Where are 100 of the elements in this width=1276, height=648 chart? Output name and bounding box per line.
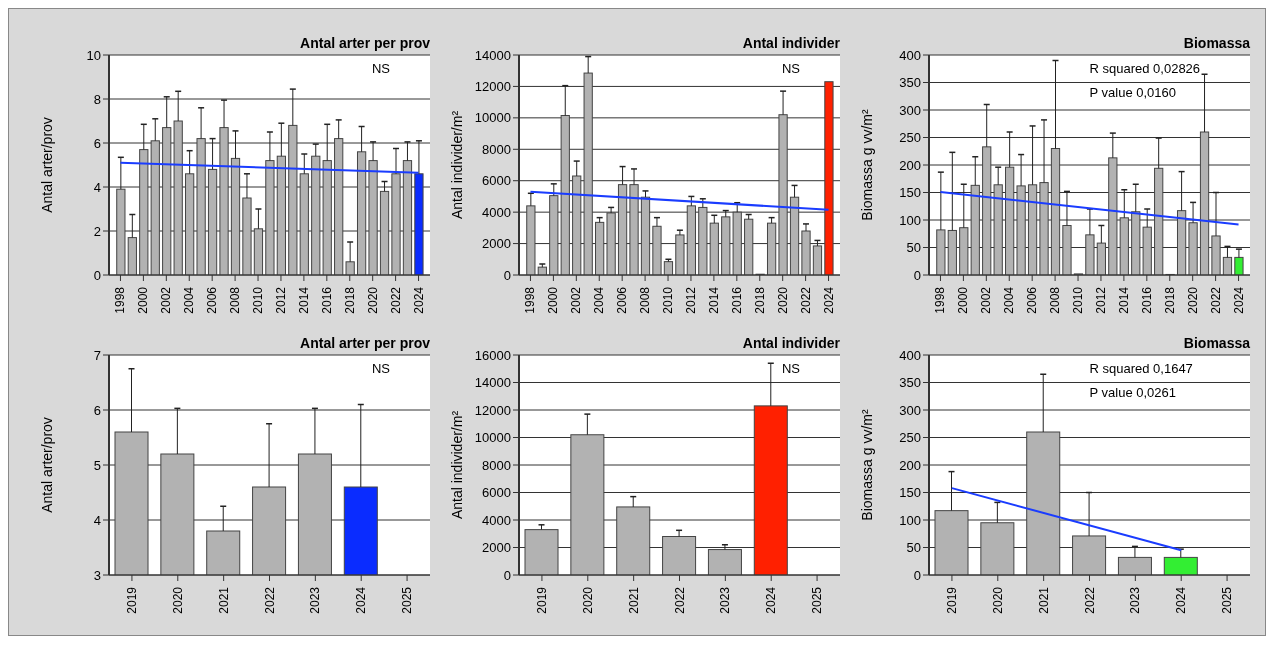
y-tick-label: 350 bbox=[899, 75, 921, 91]
y-tick-label: 100 bbox=[899, 212, 921, 228]
x-tick-label: 1998 bbox=[523, 286, 538, 314]
y-tick-label: 400 bbox=[899, 47, 921, 63]
x-tick-label: 2019 bbox=[534, 586, 549, 614]
x-tick-label: 2016 bbox=[1139, 286, 1154, 314]
y-tick-label: 0 bbox=[503, 267, 511, 283]
chart-title: Antal arter per prov bbox=[300, 335, 430, 351]
y-tick-label: 8 bbox=[93, 91, 101, 107]
x-tick-label: 2018 bbox=[1162, 286, 1177, 314]
x-tick-label: 2012 bbox=[273, 286, 288, 314]
x-tick-label: 2016 bbox=[729, 286, 744, 314]
x-tick-label: 2021 bbox=[216, 586, 231, 614]
chart-title: Antal individer bbox=[742, 35, 840, 51]
y-tick-label: 250 bbox=[899, 430, 921, 446]
x-tick-label: 2020 bbox=[365, 286, 380, 314]
y-tick-label: 4 bbox=[93, 179, 101, 195]
chart-title: Biomassa bbox=[1183, 335, 1250, 351]
x-tick-label: 2006 bbox=[205, 286, 220, 314]
x-tick-label: 2022 bbox=[1208, 286, 1223, 314]
y-tick-label: 0 bbox=[503, 567, 511, 583]
y-tick-label: 0 bbox=[913, 267, 921, 283]
x-tick-label: 2010 bbox=[251, 286, 266, 314]
x-tick-label: 2024 bbox=[354, 586, 369, 614]
x-tick-label: 2022 bbox=[798, 286, 813, 314]
x-tick-label: 2000 bbox=[136, 286, 151, 314]
y-axis-title: Antal individer/m² bbox=[448, 110, 465, 220]
y-tick-label: 12000 bbox=[474, 402, 511, 418]
x-tick-label: 2008 bbox=[1048, 286, 1063, 314]
y-tick-label: 200 bbox=[899, 157, 921, 173]
x-tick-label: 2010 bbox=[661, 286, 676, 314]
annotation: NS bbox=[781, 361, 800, 376]
x-tick-label: 2004 bbox=[182, 286, 197, 314]
x-tick-label: 2020 bbox=[990, 586, 1005, 614]
y-tick-label: 150 bbox=[899, 485, 921, 501]
x-tick-label: 1998 bbox=[933, 286, 948, 314]
x-tick-label: 2025 bbox=[1220, 586, 1235, 614]
x-tick-label: 2008 bbox=[228, 286, 243, 314]
x-tick-label: 2000 bbox=[546, 286, 561, 314]
chart-title: Antal arter per prov bbox=[300, 35, 430, 51]
x-tick-label: 2021 bbox=[1036, 586, 1051, 614]
x-tick-label: 2008 bbox=[638, 286, 653, 314]
x-tick-label: 2020 bbox=[1185, 286, 1200, 314]
x-tick-label: 2019 bbox=[944, 586, 959, 614]
x-tick-label: 2006 bbox=[1025, 286, 1040, 314]
y-tick-label: 10000 bbox=[474, 430, 511, 446]
x-tick-label: 2024 bbox=[411, 286, 426, 314]
y-tick-label: 150 bbox=[899, 185, 921, 201]
y-axis-title: Antal arter/prov bbox=[38, 417, 55, 513]
x-tick-label: 2020 bbox=[580, 586, 595, 614]
x-tick-label: 2023 bbox=[308, 586, 323, 614]
x-tick-label: 2023 bbox=[718, 586, 733, 614]
y-tick-label: 10 bbox=[86, 47, 101, 63]
x-tick-label: 2004 bbox=[592, 286, 607, 314]
annotation: NS bbox=[371, 361, 390, 376]
x-tick-label: 1998 bbox=[113, 286, 128, 314]
y-tick-label: 200 bbox=[899, 457, 921, 473]
annotation: NS bbox=[371, 61, 390, 76]
x-tick-label: 2019 bbox=[124, 586, 139, 614]
y-tick-label: 2000 bbox=[482, 540, 511, 556]
y-tick-label: 4000 bbox=[482, 512, 511, 528]
x-tick-label: 2025 bbox=[810, 586, 825, 614]
x-tick-label: 2025 bbox=[400, 586, 415, 614]
y-tick-label: 4000 bbox=[482, 204, 511, 220]
y-tick-label: 16000 bbox=[474, 347, 511, 363]
y-axis-title: Antal arter/prov bbox=[38, 117, 55, 213]
y-tick-label: 12000 bbox=[474, 79, 511, 95]
y-tick-label: 6 bbox=[93, 135, 101, 151]
y-tick-label: 6000 bbox=[482, 173, 511, 189]
x-tick-label: 2020 bbox=[170, 586, 185, 614]
y-tick-label: 0 bbox=[93, 267, 101, 283]
x-tick-label: 2023 bbox=[1128, 586, 1143, 614]
x-tick-label: 2024 bbox=[764, 586, 779, 614]
x-tick-label: 2016 bbox=[319, 286, 334, 314]
y-axis-title: Biomassa g vv/m² bbox=[858, 109, 875, 221]
x-tick-label: 2024 bbox=[1231, 286, 1246, 314]
y-tick-label: 10000 bbox=[474, 110, 511, 126]
x-tick-label: 2000 bbox=[956, 286, 971, 314]
annotation: P value 0,0160 bbox=[1089, 85, 1176, 100]
x-tick-label: 2022 bbox=[388, 286, 403, 314]
y-tick-label: 300 bbox=[899, 102, 921, 118]
y-tick-label: 250 bbox=[899, 130, 921, 146]
x-tick-label: 2021 bbox=[626, 586, 641, 614]
annotation: R squared 0,1647 bbox=[1089, 361, 1193, 376]
y-tick-label: 0 bbox=[913, 567, 921, 583]
y-tick-label: 7 bbox=[93, 347, 101, 363]
x-tick-label: 2018 bbox=[752, 286, 767, 314]
chart-title: Biomassa bbox=[1183, 35, 1250, 51]
x-tick-label: 2020 bbox=[775, 286, 790, 314]
y-tick-label: 100 bbox=[899, 512, 921, 528]
y-tick-label: 50 bbox=[906, 240, 921, 256]
y-tick-label: 50 bbox=[906, 540, 921, 556]
chart-title: Antal individer bbox=[742, 335, 840, 351]
x-tick-label: 2022 bbox=[1082, 586, 1097, 614]
y-tick-label: 3 bbox=[93, 567, 101, 583]
y-tick-label: 6000 bbox=[482, 485, 511, 501]
y-tick-label: 4 bbox=[93, 512, 101, 528]
x-tick-label: 2014 bbox=[706, 286, 721, 314]
x-tick-label: 2002 bbox=[569, 286, 584, 314]
annotation: NS bbox=[781, 61, 800, 76]
